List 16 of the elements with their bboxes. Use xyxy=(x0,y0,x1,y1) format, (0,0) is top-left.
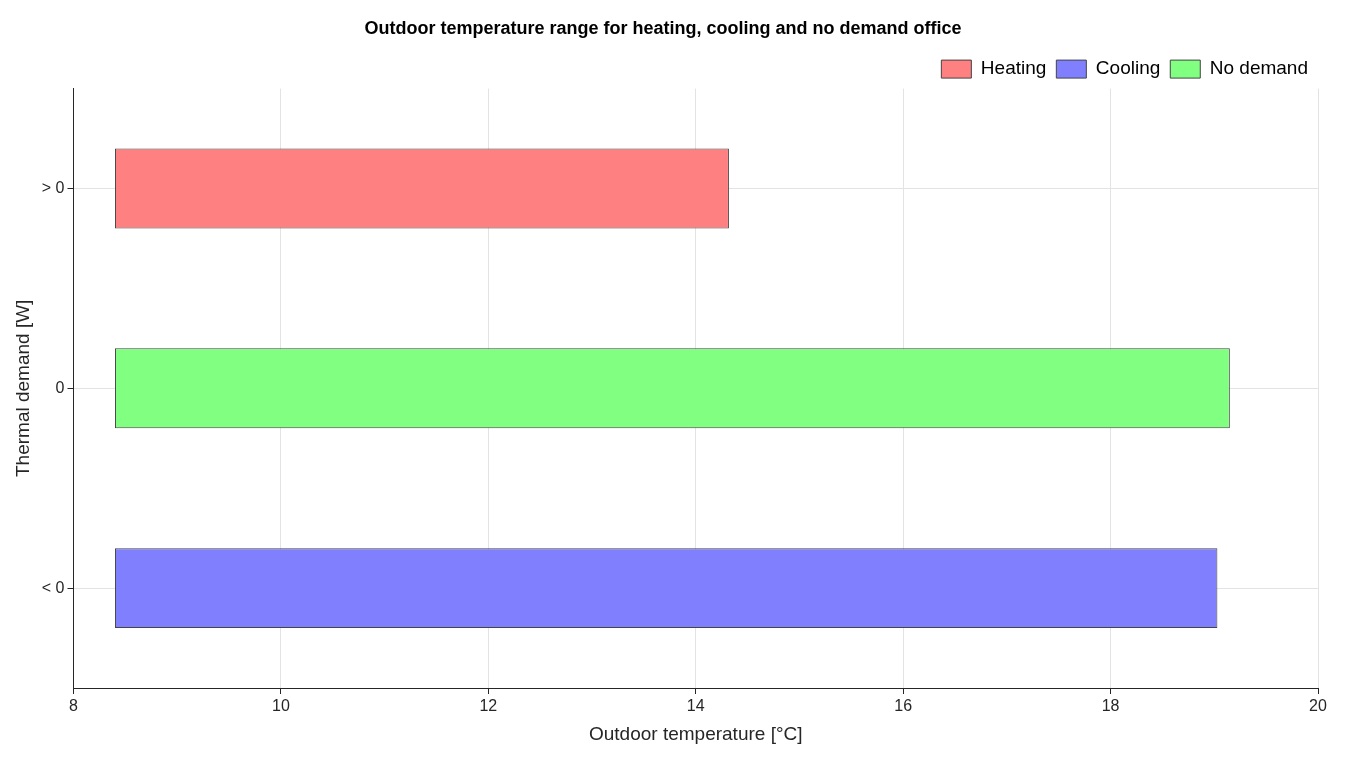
x-tick-label: 16 xyxy=(894,697,913,715)
x-tick-label: 12 xyxy=(479,697,498,715)
y-tick-label: > 0 xyxy=(41,178,65,196)
y-axis-title: Thermal demand [W] xyxy=(11,299,33,477)
legend-label: Heating xyxy=(980,57,1047,79)
x-tick-label: 20 xyxy=(1309,697,1327,715)
x-tick-label: 18 xyxy=(1101,697,1120,715)
y-tick-label: 0 xyxy=(55,378,65,396)
y-tick-label: < 0 xyxy=(41,578,65,596)
x-tick-label: 8 xyxy=(69,697,79,715)
legend-label: Cooling xyxy=(1095,57,1161,79)
x-axis-title: Outdoor temperature [°C] xyxy=(588,722,803,744)
x-tick-label: 10 xyxy=(272,697,290,715)
x-tick-label: 14 xyxy=(686,697,705,715)
chart-title: Outdoor temperature range for heating, cooling and no demand office xyxy=(364,17,962,38)
legend-label: No demand xyxy=(1209,57,1309,79)
